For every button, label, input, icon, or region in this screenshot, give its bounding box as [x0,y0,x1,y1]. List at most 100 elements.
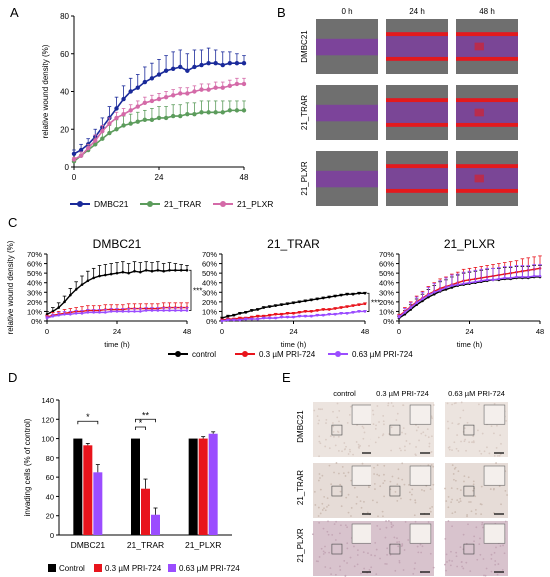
data-point [104,273,107,277]
cell-speck [382,420,385,423]
cell-speck [447,495,450,498]
y-tick-label: 80 [46,454,54,463]
data-point [268,313,271,317]
cell-speck [332,410,334,413]
data-point [241,81,247,87]
cell-speck [495,546,497,549]
cell-speck [325,438,327,441]
cell-speck [334,573,337,576]
data-point [357,310,361,313]
cell-speck [429,507,431,510]
data-point [227,60,233,66]
data-point [298,300,301,304]
cell-speck [396,483,399,486]
cell-speck [396,499,399,502]
y-tick-label: 0% [31,317,42,326]
data-point [121,111,126,117]
cell-speck [474,509,477,511]
y-tick-label: 50% [379,269,394,278]
cell-speck [390,449,393,452]
panel-label-a: A [10,5,19,20]
cell-speck [400,449,402,452]
cell-speck [347,471,350,474]
data-point [292,301,295,305]
cell-speck [381,434,384,437]
cell-speck [361,425,364,428]
inset-marker [389,543,401,555]
cell-speck [376,501,378,504]
cell-speck [493,402,496,405]
column-label-0-63-m-pri-724: 0.63 µM PRI-724 [448,389,505,398]
data-point [474,280,477,284]
cell-speck [339,532,341,535]
legend-c: control 0.3 µM PRI-724 0.63 µM PRI-724 [168,350,413,359]
invasion-image [370,520,435,576]
wound-edge-bottom [386,56,448,61]
data-point [139,310,142,313]
cell-speck [493,454,496,457]
legend-swatch-marker [242,351,248,357]
wound-region [386,98,448,127]
cell-speck [455,402,457,404]
cell-speck [348,448,351,451]
cell-speck [470,510,473,513]
invasion-image [444,462,508,518]
data-point [168,268,171,272]
data-point [234,108,240,113]
cell-speck [404,432,407,435]
cell-speck [417,426,420,429]
legend-swatch [48,564,56,572]
data-point [262,316,266,320]
significance-label: ** [142,410,150,420]
data-point [199,62,204,68]
data-point [163,94,169,100]
cell-speck [337,435,340,438]
data-point [339,293,343,297]
cell-speck [432,566,435,569]
data-point [174,268,177,272]
chart-title: DMBC21 [93,237,142,251]
cell-speck [431,506,434,508]
wound-edge-top [386,164,448,169]
data-point [133,310,136,313]
data-point [357,303,361,307]
cell-speck [319,488,322,491]
data-point [163,68,169,73]
wound-closure [474,42,484,51]
cell-speck [504,520,507,523]
cell-speck [504,489,507,492]
cell-speck [414,562,417,565]
panel-label-b: B [277,5,286,20]
cell-speck [338,410,341,412]
cell-speck [451,422,454,425]
data-point [163,115,169,121]
wound-edge-bottom [386,122,448,127]
cell-speck [501,568,504,571]
data-point [156,72,162,77]
inset-zoom [483,404,506,425]
data-point [80,312,84,315]
cell-speck [387,402,390,405]
legend-item-21-plxr: 21_PLXR [213,199,273,209]
significance-label: * [139,418,143,428]
cell-speck [489,488,492,490]
row-label-21-plxr: 21_PLXR [300,161,309,195]
data-point [304,314,307,318]
cell-speck [381,510,384,513]
data-point [220,85,225,90]
data-point [280,315,283,319]
cell-speck [343,559,346,562]
cell-speck [350,506,353,509]
data-point [100,128,105,134]
cell-speck [328,551,330,554]
cell-speck [483,574,485,577]
data-point [115,271,119,275]
wound-image [316,19,378,74]
cell-speck [404,521,407,523]
inset-zoom [351,465,374,486]
y-tick-label: 40 [46,492,54,501]
cell-speck [390,426,393,429]
cell-speck [353,545,355,548]
cell-speck [370,554,373,556]
data-point [479,279,483,283]
